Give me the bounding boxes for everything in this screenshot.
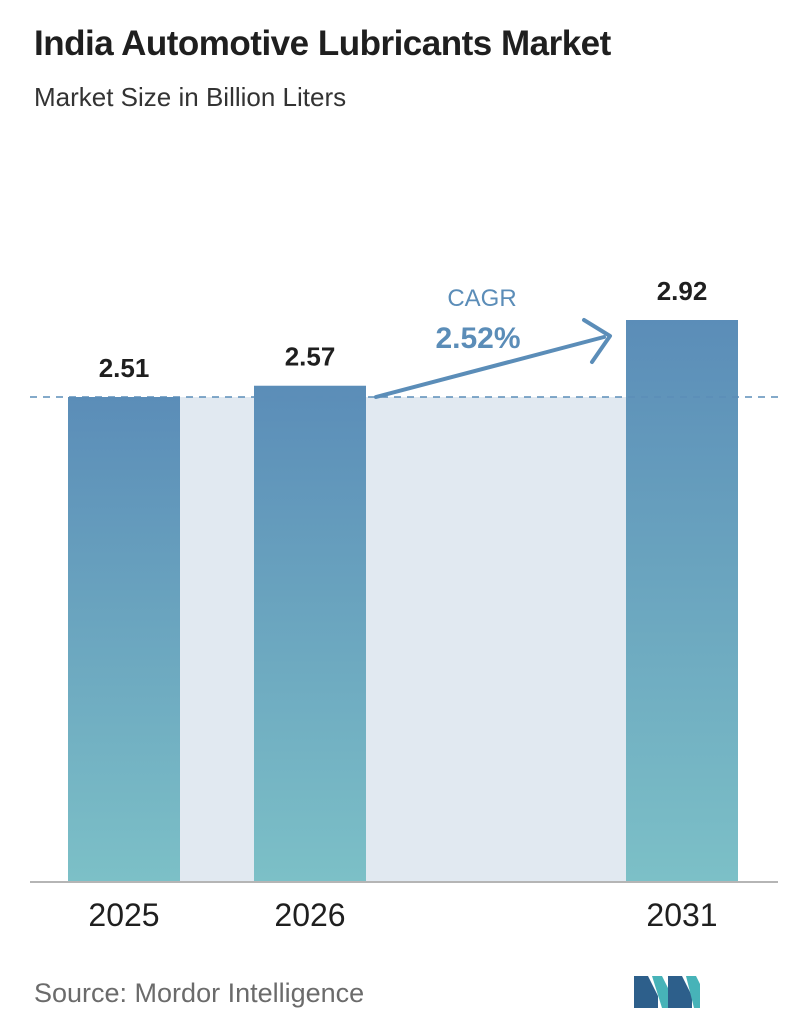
bar-chart: 2.51 2025 2.57 2026 2.92 2031 CAGR 2.52% — [30, 276, 778, 933]
cagr-label: CAGR — [447, 285, 516, 312]
value-label-2026: 2.57 — [285, 342, 336, 372]
mordor-intelligence-logo — [634, 976, 700, 1008]
x-tick-label-2025: 2025 — [88, 897, 159, 933]
chart-title: India Automotive Lubricants Market — [34, 24, 611, 63]
x-tick-label-2026: 2026 — [274, 897, 345, 933]
bar-2026 — [254, 385, 366, 882]
cagr-arrow-line — [374, 335, 606, 399]
chart-subtitle: Market Size in Billion Liters — [34, 82, 347, 112]
source-text: Source: Mordor Intelligence — [34, 978, 365, 1008]
x-tick-label-2031: 2031 — [646, 897, 717, 933]
cagr-arrow-head-icon — [582, 318, 612, 364]
bar-2031 — [626, 320, 738, 882]
value-label-2031: 2.92 — [657, 276, 708, 306]
value-label-2025: 2.51 — [99, 353, 150, 383]
bar-2025 — [68, 397, 180, 882]
cagr-value: 2.52% — [435, 322, 520, 355]
